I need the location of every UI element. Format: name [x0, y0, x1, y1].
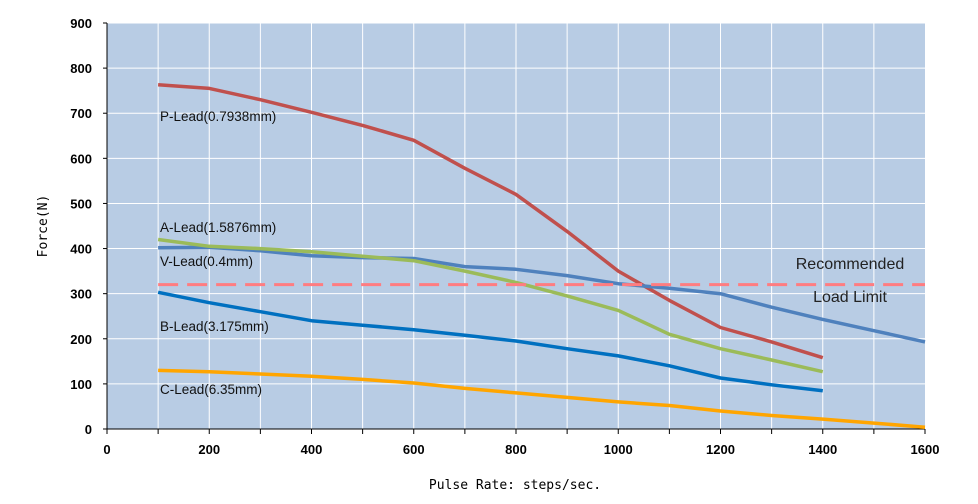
y-tick-label: 900: [70, 16, 92, 31]
series-label-c-lead: C-Lead(6.35mm): [160, 382, 262, 397]
y-tick-label: 800: [70, 61, 92, 76]
y-tick-label: 200: [70, 332, 92, 347]
x-tick-label: 1000: [604, 442, 633, 457]
series-label-b-lead: B-Lead(3.175mm): [160, 319, 269, 334]
x-tick-label: 0: [103, 442, 110, 457]
y-tick-label: 100: [70, 377, 92, 392]
x-tick-label: 600: [403, 442, 425, 457]
x-tick-label: 1600: [911, 442, 940, 457]
series-line-c-lead: [158, 368, 926, 429]
series-line-v-lead: [157, 237, 824, 374]
series-line-p-lead: [157, 83, 824, 360]
reference-line-label-top: Recommended: [796, 256, 905, 273]
reference-line-label-bottom: Load Limit: [813, 289, 887, 306]
axis-ticks: 0 100 200 300 400 500 600 700 800 900 0 200 400 600 80…: [70, 16, 939, 457]
x-tick-label: 800: [505, 442, 527, 457]
y-tick-label: 600: [70, 151, 92, 166]
series-labels: P-Lead(0.7938mm) A-Lead(1.5876mm) V-Lead(0…: [160, 109, 276, 397]
x-tick-label: 1200: [706, 442, 735, 457]
y-tick-label: 300: [70, 287, 92, 302]
x-tick-label: 1400: [808, 442, 837, 457]
y-tick-label: 0: [85, 422, 92, 437]
series-line-a-lead: [158, 245, 926, 344]
series-label-v-lead: V-Lead(0.4mm): [160, 254, 253, 269]
y-tick-label: 500: [70, 196, 92, 211]
series-line-b-lead: [157, 290, 824, 393]
series-group: [157, 83, 926, 429]
plot-area: [106, 22, 925, 430]
series-label-a-lead: A-Lead(1.5876mm): [160, 220, 276, 235]
x-axis-title: Pulse Rate: steps/sec.: [429, 478, 601, 493]
y-tick-label: 400: [70, 242, 92, 257]
y-tick-label: 700: [70, 106, 92, 121]
x-tick-label: 400: [301, 442, 323, 457]
y-axis-title: Force(N): [36, 195, 51, 258]
x-tick-label: 200: [198, 442, 220, 457]
series-label-p-lead: P-Lead(0.7938mm): [160, 109, 276, 124]
